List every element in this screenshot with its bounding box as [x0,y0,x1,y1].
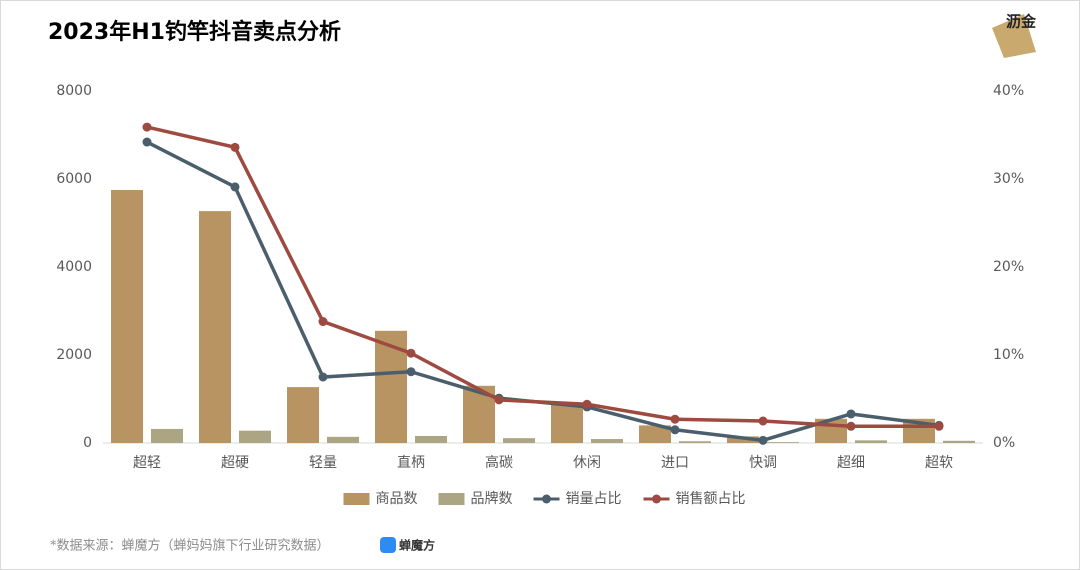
y2-tick-label: 40% [993,83,1024,99]
source-logo: 蝉魔方 [399,538,435,553]
x-tick-label: 进口 [661,455,689,471]
line-point [758,416,768,426]
watermark-logo: 沥金 [992,13,1037,58]
bar [855,440,887,443]
line-point [846,409,856,419]
bar [767,442,799,443]
line-point [142,122,152,132]
y-tick-label: 6000 [56,171,92,187]
bar [199,211,231,443]
line-point [582,399,592,409]
y2-tick-label: 30% [993,171,1024,187]
line-point [670,425,680,435]
source-logo-icon [380,537,396,553]
bar [639,425,671,443]
legend-swatch [652,494,661,504]
legend-label: 销量占比 [566,491,622,507]
y2-tick-label: 0% [993,435,1015,451]
line-point [670,414,680,424]
line-point [934,421,944,431]
line-point [230,142,240,152]
legend-label: 销售额占比 [676,491,746,507]
line-point [494,395,504,405]
x-tick-label: 超细 [837,455,865,471]
watermark: 沥金 [1006,13,1037,31]
legend-swatch [343,493,370,505]
x-tick-label: 高碳 [485,454,513,471]
logo-shape [992,14,1036,58]
line-point [230,182,240,192]
bar [327,436,359,443]
bar [943,440,975,443]
line [146,125,939,429]
line-point [142,137,152,147]
bar [591,439,623,443]
bar [415,435,447,443]
y-tick-label: 0 [83,435,92,451]
x-tick-label: 休闲 [573,455,601,471]
chart-title: 2023年H1钓竿抖音卖点分析 [48,19,341,45]
bar [239,430,271,443]
x-tick-label: 直柄 [397,454,425,471]
bar [551,403,583,443]
y-tick-label: 8000 [56,83,92,99]
y2-tick-label: 20% [993,259,1024,275]
legend-swatch [542,494,551,504]
legend-label: 品牌数 [471,490,513,507]
x-tick-label: 超软 [925,455,953,471]
line-point [318,372,328,382]
legend-swatch [438,493,465,505]
bar [503,438,535,443]
bar [111,190,143,443]
bar [679,441,711,443]
source: *数据来源：蝉魔方（蝉妈妈旗下行业研究数据） [50,538,330,554]
legend-label: 商品数 [376,491,418,507]
x-tick-label: 超轻 [133,455,161,471]
y-tick-label: 4000 [56,259,92,275]
y2-tick-label: 10% [993,347,1024,363]
line-point [318,317,328,327]
line-point [406,348,416,358]
line-point [406,367,416,377]
x-tick-label: 超硬 [221,455,249,471]
bar [287,387,319,443]
y-tick-label: 2000 [56,347,92,363]
x-tick-label: 快调 [749,455,777,471]
line-point [758,435,768,445]
bar [151,428,183,443]
x-tick-label: 轻量 [309,455,337,471]
line-point [846,421,856,431]
